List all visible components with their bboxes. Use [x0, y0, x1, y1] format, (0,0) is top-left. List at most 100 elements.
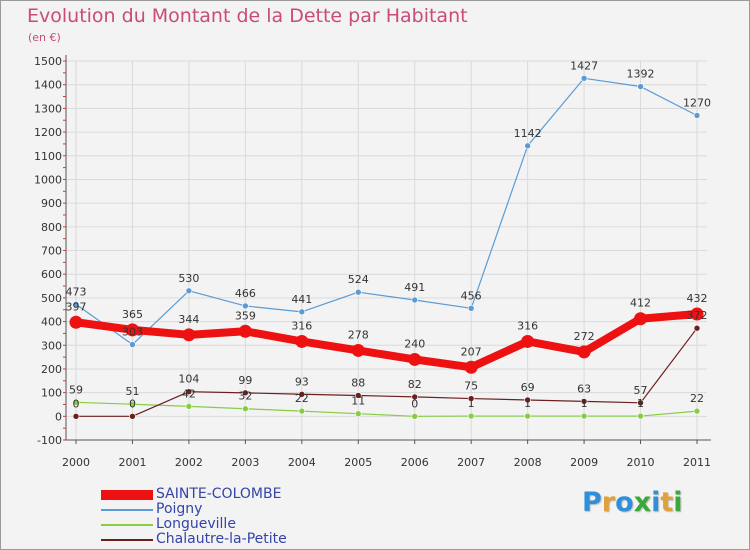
chart-subtitle: (en €)	[28, 31, 61, 44]
data-point-chalautre-la-petite	[72, 413, 80, 420]
y-tick-label: 400	[41, 316, 62, 329]
data-point-longueville	[242, 405, 249, 413]
data-point-sainte-colombe	[634, 312, 648, 326]
legend-label: Poigny	[156, 501, 203, 517]
data-label-poigny: 524	[348, 273, 369, 286]
data-label-sainte-colombe: 272	[574, 330, 595, 343]
y-tick-label: 1000	[34, 173, 62, 186]
data-point-longueville	[411, 413, 419, 420]
x-tick-label: 2006	[401, 456, 429, 469]
series-points	[69, 74, 704, 420]
chart-title: Evolution du Montant de la Dette par Hab…	[27, 5, 468, 27]
data-point-poigny	[354, 288, 362, 296]
data-point-sainte-colombe	[577, 345, 591, 359]
x-tick-label: 2007	[457, 456, 485, 469]
data-point-chalautre-la-petite	[354, 392, 362, 399]
data-label-chalautre-la-petite: 99	[238, 374, 252, 387]
data-label-longueville: 1	[524, 397, 531, 410]
axes	[63, 55, 711, 444]
logo-letter: P	[582, 487, 602, 518]
data-point-sainte-colombe	[238, 324, 252, 338]
data-label-longueville: 59	[69, 383, 83, 396]
data-label-chalautre-la-petite: 69	[521, 381, 535, 394]
data-label-longueville: 51	[125, 385, 139, 398]
data-label-sainte-colombe: 359	[235, 309, 256, 322]
data-point-longueville	[129, 400, 136, 408]
data-point-poigny	[242, 302, 249, 310]
y-tick-label: 500	[41, 292, 62, 305]
y-tick-label: 1200	[34, 126, 62, 139]
series-lines	[75, 77, 698, 417]
logo-letter: t	[660, 487, 674, 518]
data-label-poigny: 491	[404, 281, 425, 294]
logo-letter: i	[673, 487, 683, 518]
data-label-sainte-colombe: 240	[404, 337, 425, 350]
data-label-chalautre-la-petite: 104	[178, 373, 199, 386]
y-tick-label: 1500	[34, 55, 62, 68]
data-label-sainte-colombe: 344	[178, 313, 199, 326]
data-label-longueville: 1	[468, 397, 475, 410]
data-point-chalautre-la-petite	[524, 396, 531, 404]
legend-label: Longueville	[156, 516, 236, 532]
data-label-poigny: 303	[122, 326, 143, 339]
data-label-poigny: 473	[66, 285, 87, 298]
series-line-chalautre-la-petite	[76, 327, 698, 417]
data-point-sainte-colombe	[690, 307, 704, 321]
data-point-poigny	[185, 287, 193, 295]
data-point-longueville	[298, 407, 306, 415]
data-point-chalautre-la-petite	[129, 413, 136, 420]
legend-label: Chalautre-la-Petite	[156, 531, 287, 547]
grid	[66, 60, 707, 441]
legend-label: SAINTE-COLOMBE	[156, 486, 282, 502]
data-label-longueville: 0	[411, 397, 418, 410]
data-point-longueville	[524, 412, 531, 420]
x-tick-label: 2001	[118, 456, 146, 469]
data-point-sainte-colombe	[125, 323, 139, 337]
data-point-poigny	[298, 308, 306, 316]
data-point-poigny	[637, 83, 644, 90]
data-point-sainte-colombe	[521, 334, 535, 348]
data-label-poigny: 466	[235, 287, 256, 300]
y-tick-label: 900	[41, 197, 62, 210]
series-line-longueville	[75, 401, 698, 417]
data-label-sainte-colombe: 397	[66, 300, 87, 313]
logo-letter: r	[601, 487, 616, 518]
data-point-longueville	[72, 399, 80, 406]
data-label-poigny: 1392	[627, 68, 655, 81]
data-point-poigny	[467, 304, 475, 312]
data-point-longueville	[637, 412, 644, 420]
x-tick-label: 2008	[514, 456, 542, 469]
y-tick-label: 700	[41, 245, 62, 258]
data-label-longueville: 1	[581, 397, 588, 410]
data-point-poigny	[693, 112, 701, 119]
legend-swatch	[101, 524, 153, 526]
data-point-sainte-colombe	[351, 343, 365, 357]
data-point-longueville	[354, 410, 362, 418]
y-tick-label: 1100	[34, 150, 62, 163]
series-line-poigny	[75, 77, 698, 346]
data-point-longueville	[467, 412, 475, 420]
tick-labels: -100010020030040050060070080090010001100…	[34, 55, 711, 469]
data-label-longueville: 22	[295, 392, 309, 405]
y-tick-label: 1400	[34, 79, 62, 92]
data-point-chalautre-la-petite	[411, 393, 419, 401]
data-point-chalautre-la-petite	[185, 388, 193, 395]
data-label-poigny: 456	[461, 289, 482, 302]
data-label-longueville: 42	[182, 387, 196, 400]
data-point-chalautre-la-petite	[467, 395, 475, 402]
data-label-longueville: 32	[238, 390, 252, 403]
data-point-poigny	[129, 341, 136, 348]
y-tick-label: 300	[41, 339, 62, 352]
data-label-sainte-colombe: 432	[687, 292, 708, 305]
x-tick-label: 2002	[175, 456, 203, 469]
y-tick-label: 100	[41, 387, 62, 400]
data-label-sainte-colombe: 365	[122, 308, 143, 321]
data-point-chalautre-la-petite	[637, 399, 644, 407]
y-tick-label: 1300	[34, 102, 62, 115]
proxiti-logo: Proxiti	[582, 487, 683, 518]
data-label-poigny: 530	[178, 272, 199, 285]
data-label-poigny: 1427	[570, 59, 598, 72]
data-label-chalautre-la-petite: 88	[351, 376, 365, 389]
